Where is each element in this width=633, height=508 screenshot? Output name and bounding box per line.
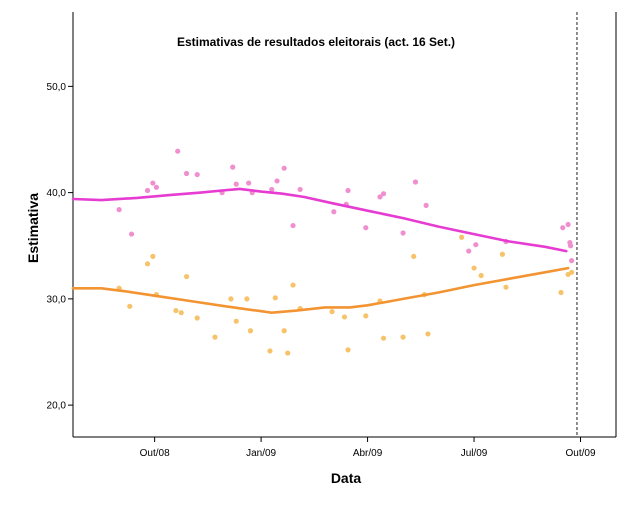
pink-data-point [565, 221, 571, 228]
pink-data-point [567, 243, 574, 249]
pink-data-point [183, 170, 190, 177]
orange-data-point [285, 350, 291, 356]
y-tick-label: 20,0 [47, 401, 67, 412]
orange-data-point [244, 296, 250, 302]
pink-data-point [230, 164, 236, 170]
orange-data-point [247, 328, 254, 334]
pink-data-point [345, 187, 351, 194]
x-tick-label: Out/08 [140, 448, 170, 459]
pink-data-point [377, 194, 383, 200]
orange-data-point [267, 348, 273, 354]
pink-trend-line [71, 187, 568, 253]
pink-data-point [400, 230, 406, 236]
pink-data-point [194, 171, 200, 178]
chart-title: Estimativas de resultados eleitorais (ac… [177, 35, 455, 49]
pink-data-point [144, 187, 151, 194]
orange-data-point [194, 315, 200, 321]
orange-data-point [329, 309, 335, 315]
orange-data-point [499, 251, 506, 257]
pink-data-point [297, 186, 303, 193]
y-tick-label: 50,0 [47, 82, 67, 93]
y-tick-label: 30,0 [47, 294, 67, 305]
pink-data-point [269, 186, 275, 193]
pink-data-point [153, 184, 160, 190]
pink-data-point [363, 225, 369, 231]
pink-data-point [473, 242, 479, 248]
orange-data-point [380, 335, 387, 341]
orange-data-point [411, 253, 417, 259]
orange-data-point [345, 347, 351, 353]
pink-data-point [246, 180, 252, 186]
pink-data-point [466, 248, 472, 254]
orange-trend-line [71, 266, 570, 314]
orange-data-point [281, 328, 287, 334]
orange-data-point [127, 303, 133, 309]
x-axis-title: Data [331, 470, 362, 486]
orange-data-point [478, 272, 484, 279]
pink-data-point [150, 180, 156, 186]
pink-data-point [233, 181, 239, 187]
pink-data-point [175, 148, 181, 154]
pink-data-point [281, 165, 287, 171]
orange-data-point [341, 314, 348, 320]
pink-data-point [274, 178, 280, 184]
orange-data-point [150, 253, 156, 259]
y-axis-title: Estimativa [25, 193, 41, 263]
y-tick-label: 40,0 [47, 188, 67, 199]
orange-data-point [471, 265, 477, 271]
orange-data-point [178, 310, 184, 316]
x-tick-label: Jul/09 [461, 448, 488, 459]
x-tick-label: Abr/09 [353, 448, 383, 459]
orange-data-point [290, 282, 296, 288]
orange-data-point [400, 334, 406, 340]
pink-data-point [116, 207, 122, 213]
pink-data-point [569, 258, 575, 264]
orange-data-point [272, 295, 278, 301]
orange-data-point [363, 313, 369, 319]
x-tick-label: Out/09 [565, 448, 595, 459]
pink-data-point [560, 225, 566, 231]
pink-data-point [331, 209, 337, 215]
pink-data-point [412, 179, 419, 185]
orange-data-point [212, 334, 218, 340]
orange-data-point [173, 307, 179, 314]
orange-data-point [459, 234, 465, 240]
orange-data-point [558, 289, 564, 296]
pink-data-point [423, 202, 429, 208]
orange-data-point [233, 318, 239, 324]
x-tick-label: Jan/09 [246, 448, 276, 459]
orange-data-point [183, 273, 190, 280]
orange-data-point [425, 331, 431, 337]
orange-data-point [228, 296, 234, 302]
orange-data-point [569, 269, 575, 275]
orange-data-point [503, 284, 509, 290]
pink-data-point [380, 191, 387, 197]
pink-data-point [128, 231, 135, 237]
plot-frame [72, 12, 617, 438]
pink-data-point [290, 222, 296, 229]
orange-data-point [144, 261, 151, 267]
